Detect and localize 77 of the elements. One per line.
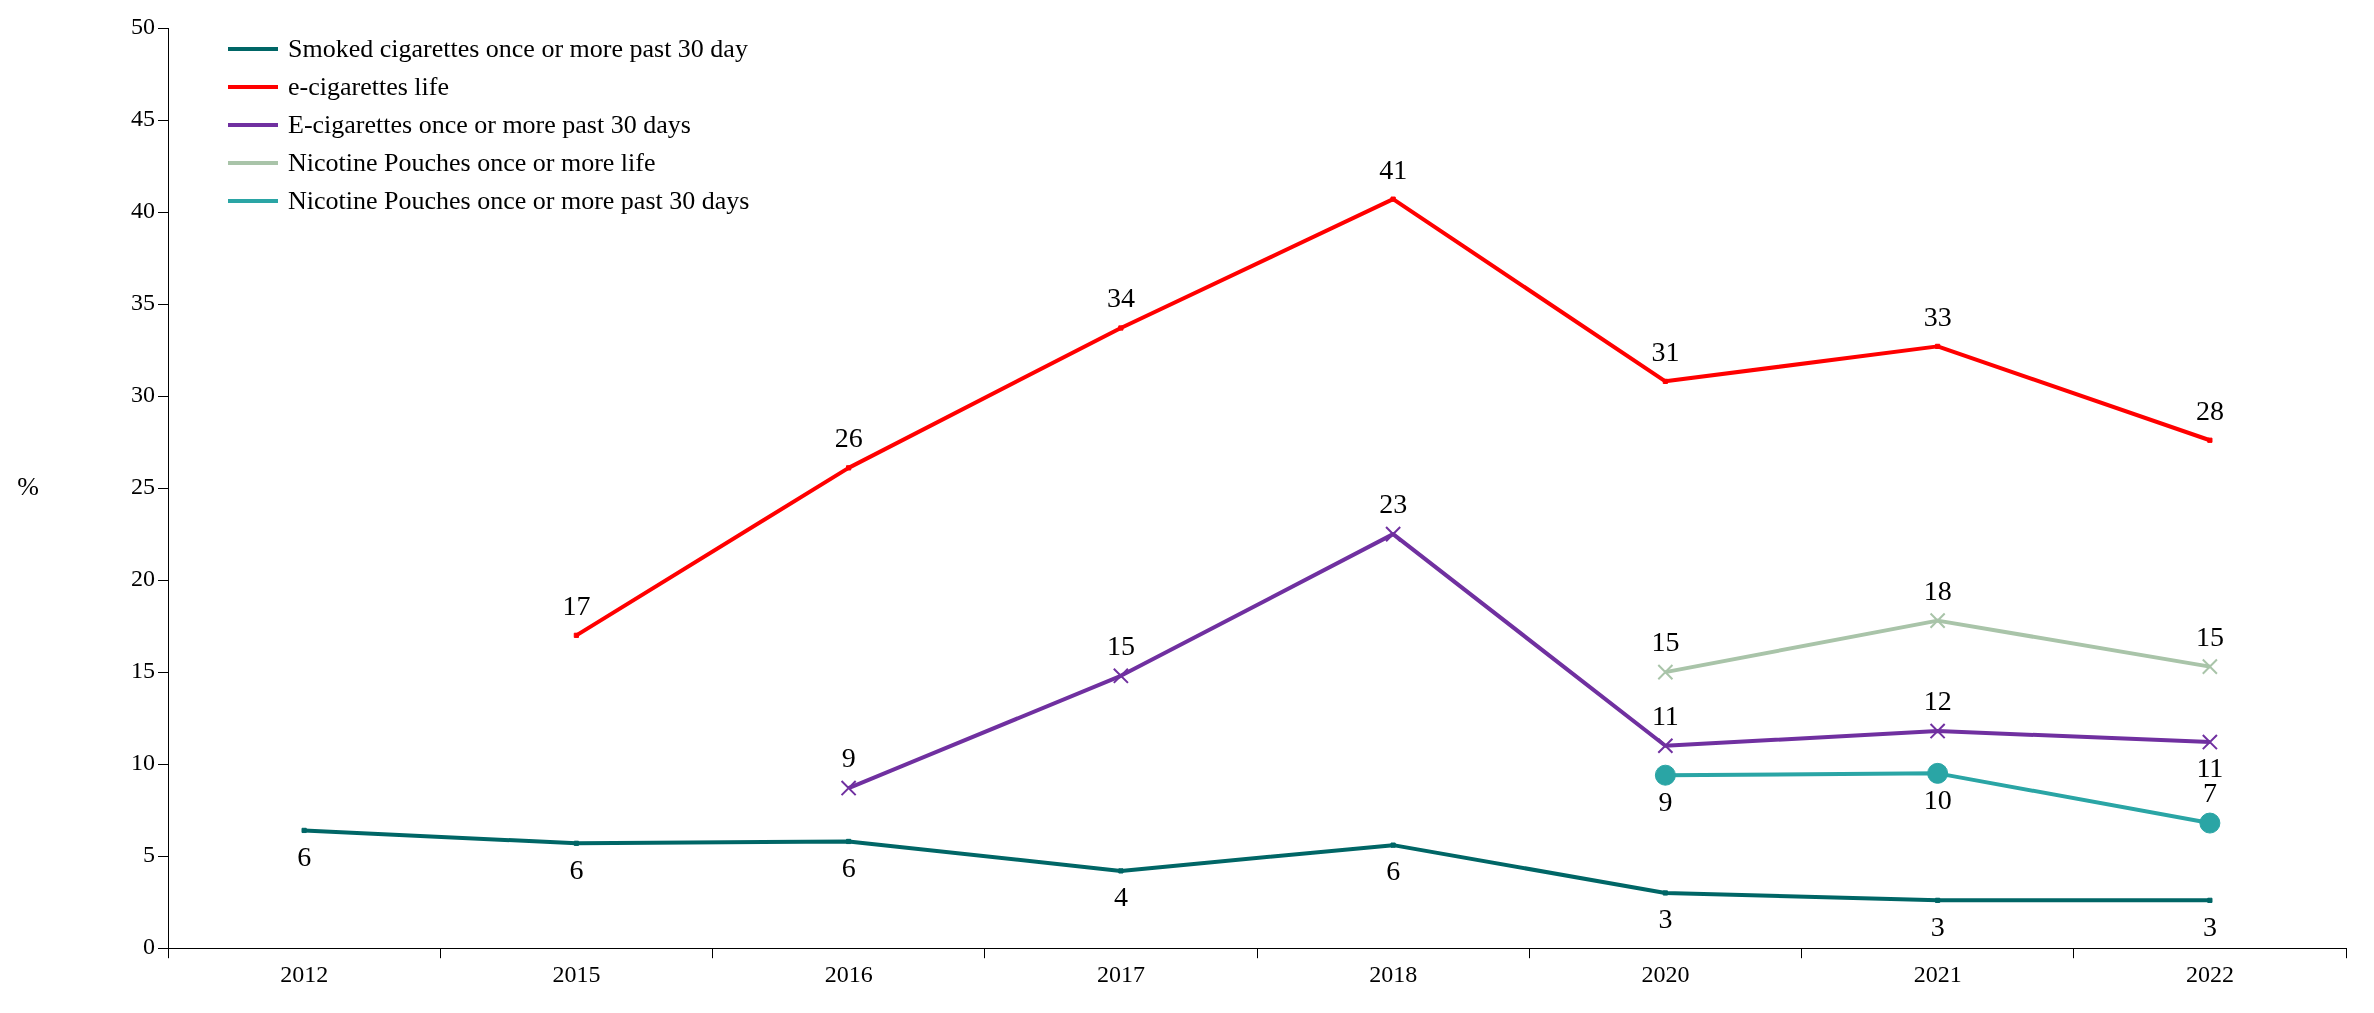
point bbox=[1929, 612, 1946, 629]
data-label: 17 bbox=[562, 589, 591, 621]
y-tick-label: 30 bbox=[131, 381, 155, 408]
data-label: 6 bbox=[841, 851, 856, 883]
data-label: 15 bbox=[1651, 626, 1680, 658]
data-label: 12 bbox=[1923, 685, 1952, 717]
data-label: 26 bbox=[834, 422, 863, 454]
data-label: 6 bbox=[1386, 855, 1401, 887]
data-label: 3 bbox=[1658, 903, 1673, 935]
data-label: 18 bbox=[1923, 574, 1952, 606]
data-label: 34 bbox=[1106, 282, 1135, 314]
point bbox=[1112, 667, 1129, 684]
y-tick-label: 15 bbox=[131, 657, 155, 684]
legend-label: e-cigarettes life bbox=[288, 72, 449, 102]
point bbox=[573, 632, 579, 638]
data-label: 33 bbox=[1923, 300, 1952, 332]
data-label: 3 bbox=[1930, 910, 1945, 942]
y-tick-label: 0 bbox=[143, 933, 155, 960]
point bbox=[1654, 764, 1676, 786]
point bbox=[1390, 196, 1396, 202]
point bbox=[2201, 658, 2218, 675]
data-label: 15 bbox=[2195, 620, 2224, 652]
data-label: 28 bbox=[2195, 394, 2224, 426]
legend-label: Smoked cigarettes once or more past 30 day bbox=[288, 34, 748, 64]
point bbox=[1118, 325, 1124, 331]
point bbox=[1390, 842, 1396, 848]
data-label: 41 bbox=[1379, 153, 1408, 185]
point bbox=[1385, 526, 1402, 543]
point bbox=[1935, 343, 1941, 350]
legend-label: Nicotine Pouches once or more past 30 days bbox=[288, 186, 750, 216]
data-label: 31 bbox=[1651, 335, 1680, 367]
legend-label: Nicotine Pouches once or more life bbox=[288, 148, 656, 178]
point bbox=[1927, 762, 1949, 784]
y-tick-label: 25 bbox=[131, 473, 155, 500]
data-label: 3 bbox=[2202, 910, 2217, 942]
point bbox=[840, 780, 857, 797]
x-tick-label: 2017 bbox=[1096, 960, 1145, 987]
data-label: 4 bbox=[1113, 881, 1128, 913]
x-tick-label: 2020 bbox=[1641, 960, 1690, 987]
point bbox=[846, 465, 852, 471]
point bbox=[1929, 722, 1946, 740]
point bbox=[1657, 664, 1674, 681]
data-label: 23 bbox=[1379, 488, 1408, 520]
x-tick-label: 2018 bbox=[1369, 960, 1418, 987]
x-tick-label: 2016 bbox=[824, 960, 873, 987]
data-label: 9 bbox=[1658, 785, 1673, 817]
point bbox=[301, 827, 307, 834]
data-label: 11 bbox=[1651, 700, 1679, 732]
y-tick-label: 45 bbox=[131, 105, 155, 132]
legend-label: E-cigarettes once or more past 30 days bbox=[288, 110, 691, 140]
y-tick-label: 50 bbox=[131, 13, 155, 40]
point bbox=[573, 840, 579, 846]
point bbox=[1662, 378, 1668, 384]
x-tick-label: 2022 bbox=[2185, 960, 2234, 987]
x-tick-label: 2021 bbox=[1913, 960, 1962, 987]
y-tick-label: 20 bbox=[131, 565, 155, 592]
data-label: 15 bbox=[1106, 630, 1135, 662]
point bbox=[1662, 890, 1668, 896]
x-tick-label: 2012 bbox=[280, 960, 329, 987]
point bbox=[1118, 868, 1124, 874]
data-label: 9 bbox=[841, 742, 856, 774]
y-axis-title: % bbox=[17, 471, 39, 501]
x-tick-label: 2015 bbox=[552, 960, 601, 987]
point bbox=[2199, 812, 2221, 834]
point bbox=[1657, 737, 1674, 754]
point bbox=[2207, 437, 2213, 443]
y-tick-label: 35 bbox=[131, 289, 155, 316]
y-tick-label: 5 bbox=[143, 841, 155, 868]
data-label: 6 bbox=[297, 840, 312, 872]
data-label: 10 bbox=[1923, 783, 1952, 815]
point bbox=[2201, 734, 2218, 751]
data-label: 6 bbox=[569, 853, 584, 885]
point bbox=[1935, 897, 1941, 903]
y-tick-label: 10 bbox=[131, 749, 155, 776]
y-tick-label: 40 bbox=[131, 197, 155, 224]
point bbox=[2207, 897, 2213, 903]
point bbox=[846, 838, 852, 845]
